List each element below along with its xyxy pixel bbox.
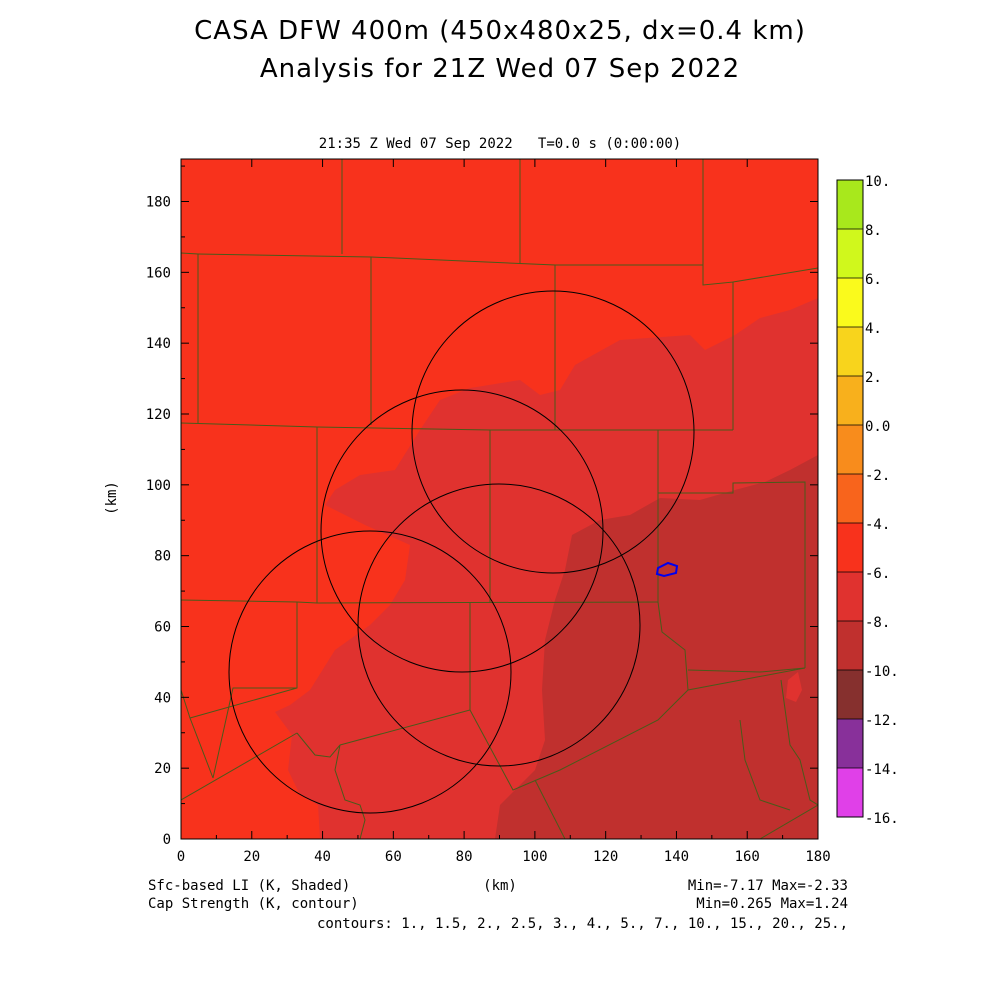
x-tick-label: 160 — [735, 849, 760, 865]
colorbar-segment — [837, 523, 863, 572]
radar-ring-n — [320, 389, 604, 673]
colorbar-segment — [837, 327, 863, 376]
radar-ring-center — [357, 483, 641, 767]
contour-levels-list: contours: 1., 1.5, 2., 2.5, 3., 4., 5., … — [317, 916, 848, 932]
colorbar: 10. 8. 6. 4. 2. 0.0 -2. -4. -6. -8. -10. -12. -14. -1… — [836, 174, 899, 827]
colorbar-segment — [837, 474, 863, 523]
colorbar-label: -8. — [865, 615, 890, 631]
colorbar-label: 6. — [865, 272, 882, 288]
x-tick-label: 60 — [385, 849, 402, 865]
x-tick-label: 80 — [456, 849, 473, 865]
title-line-1: CASA DFW 400m (450x480x25, dx=0.4 km) — [194, 16, 806, 46]
x-tick-label: 20 — [243, 849, 260, 865]
colorbar-segment — [837, 180, 863, 229]
y-tick-label: 100 — [146, 478, 171, 494]
y-tick-label: 180 — [146, 195, 171, 211]
contour-field-label: Cap Strength (K, contour) — [148, 896, 359, 912]
colorbar-label: 0.0 — [865, 419, 890, 435]
x-tick-label: 180 — [805, 849, 830, 865]
colorbar-label: -2. — [865, 468, 890, 484]
x-tick-label: 40 — [314, 849, 331, 865]
y-axis-ticks: 0 20 40 60 80 100 120 140 160 180 — [146, 165, 818, 848]
colorbar-segment — [837, 229, 863, 278]
x-tick-label: 140 — [664, 849, 689, 865]
colorbar-label: -10. — [865, 664, 899, 680]
colorbar-label: -12. — [865, 713, 899, 729]
colorbar-label: 2. — [865, 370, 882, 386]
colorbar-frame — [836, 179, 864, 818]
x-tick-label: 120 — [593, 849, 618, 865]
cap-strength-contour — [655, 561, 679, 578]
colorbar-label: 10. — [865, 174, 890, 190]
colorbar-label: -14. — [865, 762, 899, 778]
y-tick-label: 140 — [146, 336, 171, 352]
colorbar-segment — [837, 768, 863, 817]
radar-range-rings — [228, 290, 695, 814]
x-tick-label: 100 — [522, 849, 547, 865]
colorbar-segment — [837, 572, 863, 621]
title-line-2: Analysis for 21Z Wed 07 Sep 2022 — [259, 54, 741, 84]
y-axis-label: (km) — [104, 481, 120, 515]
colorbar-label: -4. — [865, 517, 890, 533]
y-tick-label: 160 — [146, 265, 171, 281]
y-tick-label: 80 — [154, 549, 171, 565]
shaded-field — [181, 159, 818, 839]
shaded-field-range: Min=-7.17 Max=-2.33 — [688, 878, 848, 894]
colorbar-segment — [837, 278, 863, 327]
x-axis-label: (km) — [483, 878, 517, 894]
colorbar-label: -6. — [865, 566, 890, 582]
y-tick-label: 40 — [154, 690, 171, 706]
colorbar-label: 8. — [865, 223, 882, 239]
colorbar-segment — [837, 425, 863, 474]
colorbar-segment — [837, 670, 863, 719]
radar-ring-sw — [228, 530, 512, 814]
y-tick-label: 0 — [163, 832, 171, 848]
valid-time-subtitle: 21:35 Z Wed 07 Sep 2022 T=0.0 s (0:00:00… — [318, 136, 682, 152]
colorbar-label: 4. — [865, 321, 882, 337]
colorbar-label: -16. — [865, 811, 899, 827]
colorbar-segment — [837, 376, 863, 425]
shaded-field-label: Sfc-based LI (K, Shaded) — [148, 878, 350, 894]
y-tick-label: 120 — [146, 407, 171, 423]
contour-field-range: Min=0.265 Max=1.24 — [696, 896, 848, 912]
colorbar-segment — [837, 719, 863, 768]
x-axis-ticks: 0 20 40 60 80 100 120 140 160 180 — [177, 159, 831, 865]
x-tick-label: 0 — [177, 849, 185, 865]
radar-ring-ne — [411, 290, 695, 574]
colorbar-segment — [837, 621, 863, 670]
li-region-m6-m8-patch — [786, 672, 802, 702]
y-tick-label: 20 — [154, 761, 171, 777]
y-tick-label: 60 — [154, 620, 171, 636]
